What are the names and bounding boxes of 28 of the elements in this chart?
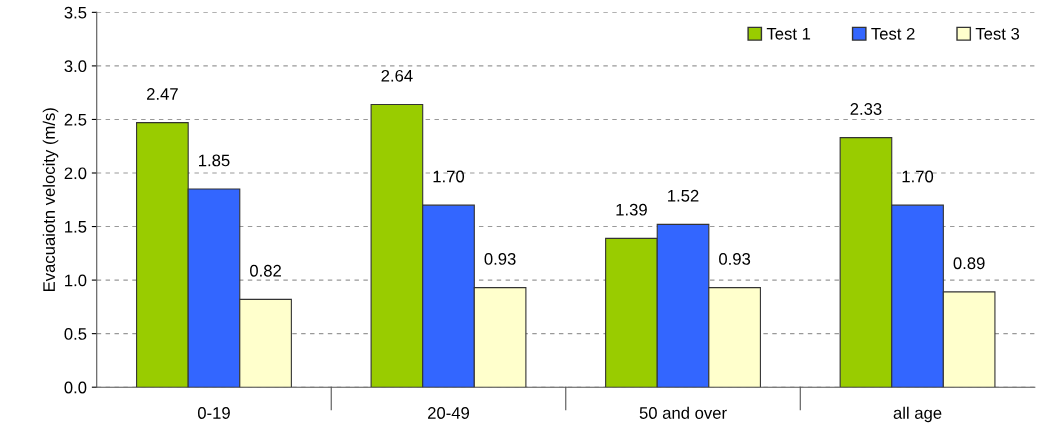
y-tick-label: 1.5: [65, 221, 87, 233]
data-label: 2.47: [147, 88, 178, 100]
data-label: 0.93: [719, 253, 751, 265]
legend-label: Test 1: [766, 28, 811, 40]
y-tick-label: 2.0: [64, 167, 87, 180]
data-label: 2.33: [850, 103, 882, 115]
x-tick-label: 50 and over: [639, 406, 727, 419]
data-label: 1.52: [668, 189, 699, 202]
data-label: 1.85: [199, 154, 230, 167]
y-tick-label: 1.0: [65, 274, 87, 287]
y-tick-label: 3.5: [64, 6, 87, 19]
data-label: 1.39: [616, 203, 647, 216]
data-label: 0.82: [250, 264, 281, 277]
x-tick-label: 20-49: [428, 407, 470, 419]
data-label: 1.70: [433, 170, 465, 183]
x-tick-label: 0-19: [197, 407, 230, 419]
data-label: 0.89: [953, 257, 985, 270]
data-label: 2.64: [381, 69, 413, 82]
y-tick-label: 0.5: [64, 328, 87, 340]
data-label: 1.70: [902, 170, 934, 183]
legend-label: Test 2: [871, 27, 915, 40]
y-tick-label: 2.5: [64, 113, 87, 126]
legend-label: Test 3: [975, 27, 1020, 40]
y-tick-label: 0.0: [64, 381, 87, 394]
y-axis-title: Evacuaiotn velocity (m/s): [42, 108, 59, 292]
y-tick-label: 3.0: [64, 60, 87, 73]
data-label: 0.93: [484, 253, 516, 265]
x-tick-label: all age: [893, 406, 942, 423]
